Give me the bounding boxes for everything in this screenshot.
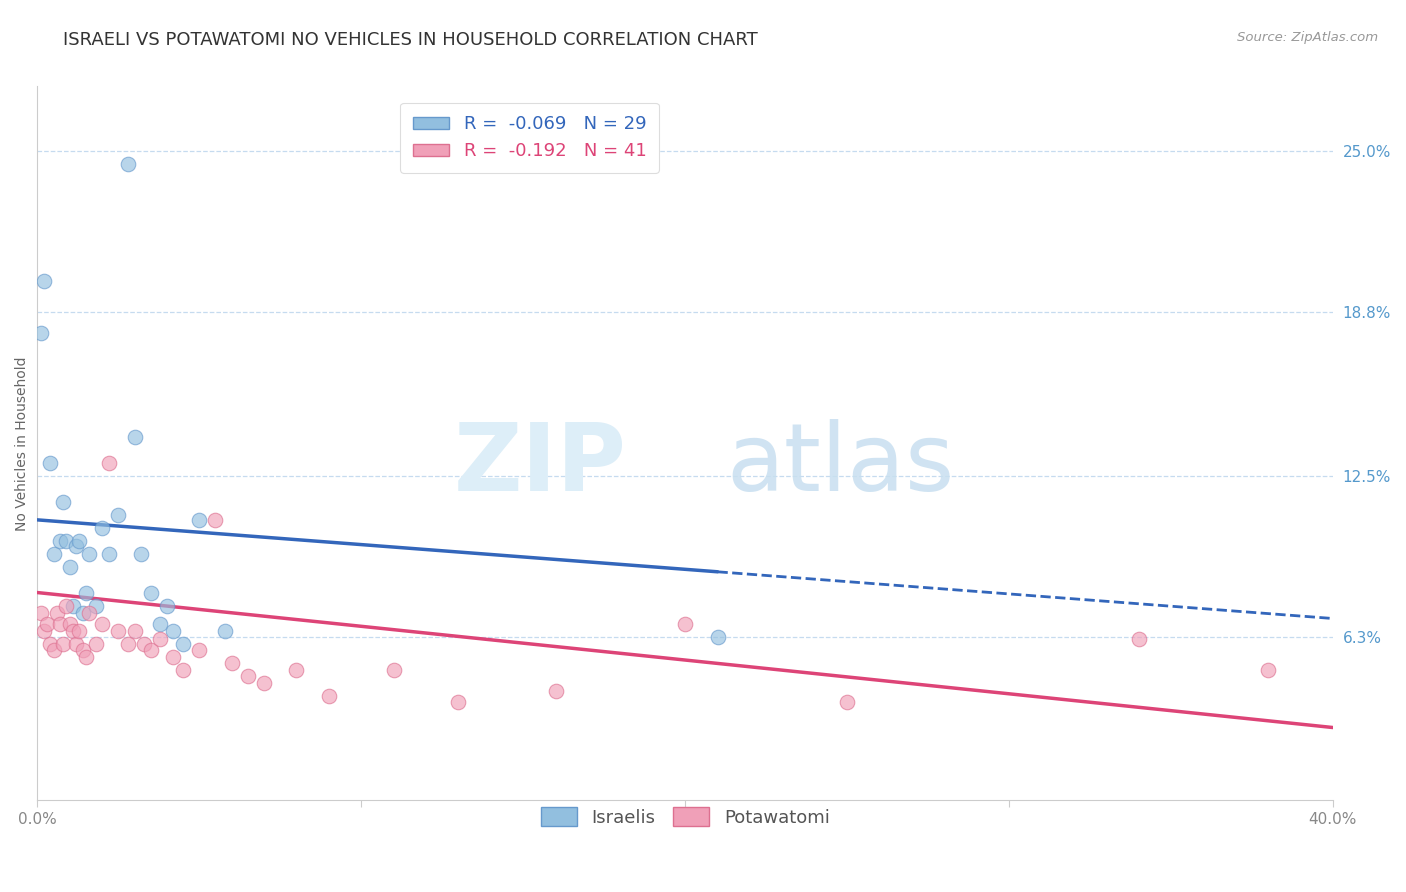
Point [117,157,139,171]
Point [221,656,243,670]
Point [382,664,405,678]
Point [134,637,156,651]
Point [706,630,728,644]
Point [97,456,120,470]
Point [52,637,75,651]
Point [77,547,100,561]
Point [72,607,94,621]
Point [49,616,72,631]
Point [172,664,194,678]
Point [204,513,226,527]
Point [129,547,152,561]
Point [162,624,184,639]
Point [77,607,100,621]
Point [117,637,139,651]
Point [162,650,184,665]
Point [188,513,211,527]
Point [84,599,107,613]
Point [149,632,172,647]
Point [45,607,67,621]
Point [39,637,62,651]
Point [107,508,129,522]
Point [1257,664,1279,678]
Point [253,676,276,690]
Point [32,624,55,639]
Point [84,637,107,651]
Point [673,616,696,631]
Point [107,624,129,639]
Point [91,521,114,535]
Point [39,456,62,470]
Text: atlas: atlas [727,418,955,511]
Point [149,616,172,631]
Point [285,664,308,678]
Point [65,637,87,651]
Point [75,650,97,665]
Text: Source: ZipAtlas.com: Source: ZipAtlas.com [1237,31,1378,45]
Point [49,533,72,548]
Point [55,599,77,613]
Point [42,642,65,657]
Point [69,533,91,548]
Point [91,616,114,631]
Text: ISRAELI VS POTAWATOMI NO VEHICLES IN HOUSEHOLD CORRELATION CHART: ISRAELI VS POTAWATOMI NO VEHICLES IN HOU… [63,31,758,49]
Point [124,430,146,444]
Point [69,624,91,639]
Point [318,690,340,704]
Point [35,616,58,631]
Point [156,599,179,613]
Point [214,624,236,639]
Point [1128,632,1150,647]
Point [72,642,94,657]
Point [30,326,52,340]
Point [59,559,82,574]
Point [42,547,65,561]
Point [172,637,194,651]
Point [65,539,87,553]
Point [188,642,211,657]
Point [139,585,162,599]
Text: ZIP: ZIP [454,418,627,511]
Point [32,274,55,288]
Y-axis label: No Vehicles in Household: No Vehicles in Household [15,356,30,531]
Point [62,599,84,613]
Point [544,684,567,698]
Point [59,616,82,631]
Point [124,624,146,639]
Point [75,585,97,599]
Point [447,695,470,709]
Point [52,494,75,508]
Point [835,695,858,709]
Point [55,533,77,548]
Point [30,607,52,621]
Point [139,642,162,657]
Point [97,547,120,561]
Legend: Israelis, Potawatomi: Israelis, Potawatomi [533,800,837,834]
Point [62,624,84,639]
Point [236,668,259,682]
